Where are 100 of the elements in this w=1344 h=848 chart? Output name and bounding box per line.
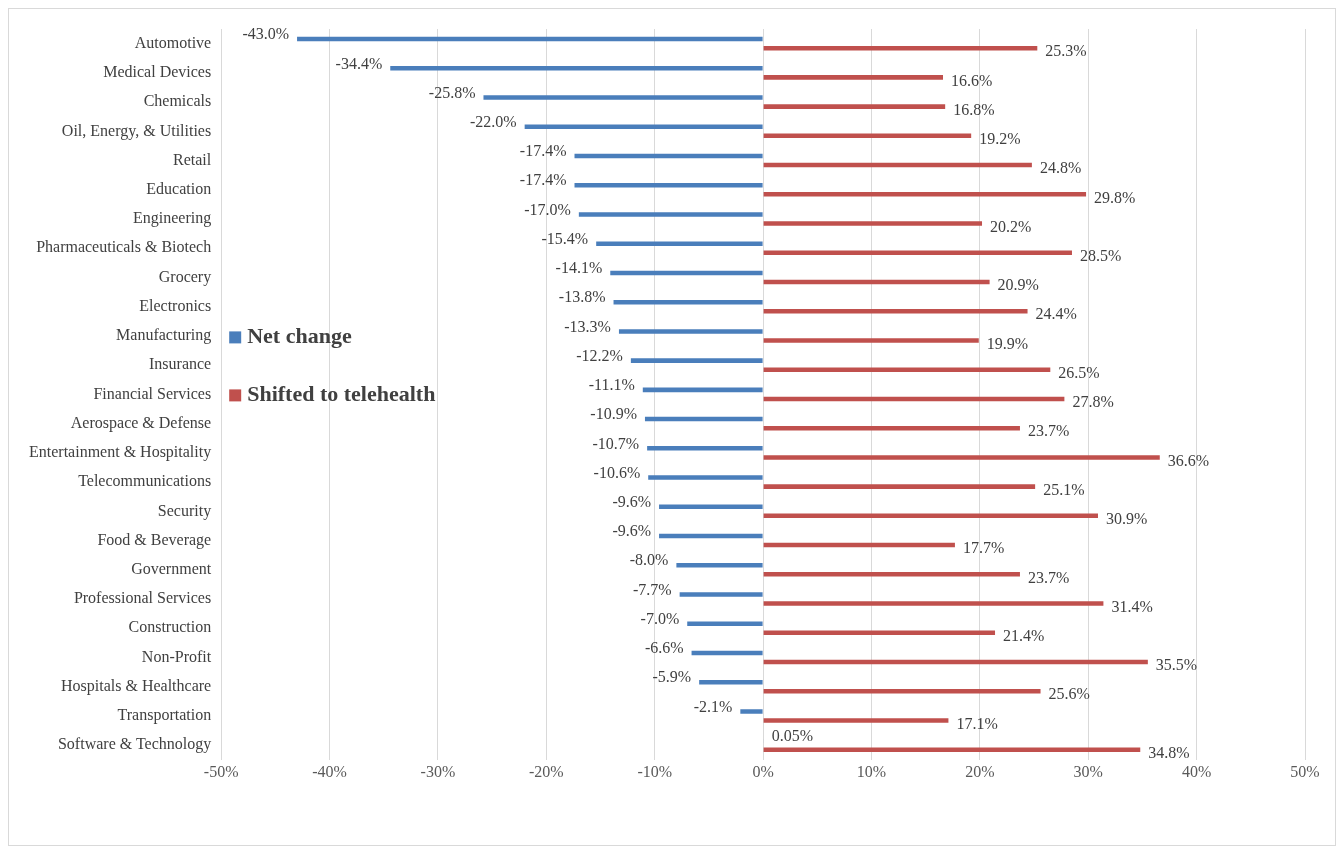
x-tick-label: 50% (1290, 762, 1320, 780)
bar (648, 475, 763, 480)
y-tick-label: Electronics (139, 296, 212, 314)
y-tick-label: Transportation (117, 706, 212, 725)
legend-label: Net change (247, 323, 352, 349)
bar (763, 104, 946, 109)
data-label: -8.0% (629, 551, 669, 569)
y-tick-label: Insurance (149, 355, 212, 373)
data-label: -13.8% (558, 288, 606, 306)
y-tick-label: Automotive (134, 33, 212, 51)
data-label: 35.5% (1155, 656, 1198, 674)
x-tick-label: -10% (637, 762, 673, 780)
data-label: -43.0% (242, 25, 290, 43)
bar (763, 367, 1051, 372)
data-label: 25.3% (1045, 42, 1087, 60)
x-tick-label: 40% (1181, 762, 1212, 780)
bar (676, 563, 763, 568)
data-label: -17.4% (519, 171, 567, 189)
data-label: -10.7% (592, 434, 640, 452)
x-tick-label: -30% (420, 762, 456, 780)
data-label: -14.1% (555, 259, 603, 277)
y-tick-label: Hospitals & Healthcare (61, 676, 212, 695)
bar (763, 601, 1104, 606)
data-label: 36.6% (1167, 451, 1210, 469)
data-label: -34.4% (335, 54, 383, 72)
data-label: 28.5% (1079, 246, 1122, 264)
data-label: 23.7% (1027, 568, 1070, 586)
data-label: -22.0% (470, 112, 517, 130)
bar (574, 182, 763, 188)
data-label: -12.2% (576, 346, 623, 364)
y-tick-label: Manufacturing (116, 326, 212, 345)
y-tick-label: Construction (128, 618, 212, 636)
bar (763, 718, 949, 723)
y-tick-label: Chemicals (143, 92, 212, 110)
data-label: -2.1% (693, 697, 733, 715)
data-label: 19.9% (986, 334, 1029, 352)
data-label: -5.9% (652, 668, 692, 686)
data-label: 30.9% (1105, 510, 1148, 528)
data-label: -10.9% (590, 405, 637, 423)
data-label: -11.1% (588, 376, 635, 394)
y-tick-label: Financial Services (93, 384, 212, 402)
bar (687, 621, 763, 626)
x-tick-label: -40% (312, 762, 347, 780)
bar (763, 221, 983, 226)
bar (679, 592, 763, 597)
y-tick-label: Food & Beverage (97, 530, 212, 549)
data-label: -13.3% (564, 317, 611, 335)
legend-label: Shifted to telehealth (247, 381, 436, 407)
x-tick-label: 0% (752, 762, 774, 780)
data-label: 25.6% (1048, 685, 1090, 703)
y-tick-label: Software & Technology (57, 735, 212, 754)
x-tick-label: 30% (1073, 762, 1103, 780)
y-tick-label: Pharmaceuticals & Biotech (36, 238, 212, 256)
data-label: 0.05% (771, 726, 813, 744)
data-label: 17.7% (962, 539, 1005, 557)
bar (763, 192, 1087, 197)
x-tick-label: -20% (529, 762, 564, 780)
y-tick-label: Telecommunications (78, 472, 212, 490)
bar (763, 455, 1160, 460)
y-tick-label: Professional Services (73, 589, 212, 607)
bar (763, 572, 1020, 577)
data-label: 21.4% (1003, 626, 1045, 644)
bar (390, 66, 763, 71)
y-tick-label: Government (131, 560, 212, 577)
data-label: 16.8% (953, 100, 995, 118)
data-label: -7.7% (632, 580, 672, 598)
data-label: -10.6% (593, 463, 641, 481)
data-label: 25.1% (1043, 480, 1085, 498)
bar (483, 95, 763, 100)
data-label: -7.0% (640, 609, 680, 627)
data-label: -9.6% (612, 493, 652, 510)
y-tick-label: Engineering (132, 209, 212, 228)
data-label: 34.8% (1148, 743, 1190, 761)
y-tick-label: Medical Devices (103, 63, 212, 81)
data-label: -9.6% (612, 522, 652, 540)
y-tick-label: Non-Profit (141, 647, 212, 665)
data-label: 24.4% (1035, 305, 1077, 323)
bar (763, 747, 1141, 752)
data-label: -17.0% (524, 200, 571, 218)
data-label: 16.6% (951, 71, 993, 89)
y-tick-label: Entertainment & Hospitality (29, 443, 212, 462)
bar (763, 484, 1036, 489)
y-tick-label: Security (157, 501, 212, 520)
data-label: 29.8% (1094, 188, 1136, 206)
data-label: -15.4% (541, 229, 589, 247)
y-tick-label: Education (146, 179, 212, 197)
data-label: 17.1% (956, 714, 998, 732)
bar (740, 709, 763, 714)
bar (647, 446, 763, 451)
y-tick-label: Oil, Energy, & Utilities (61, 121, 212, 140)
y-tick-label: Retail (172, 150, 212, 168)
data-label: -6.6% (644, 639, 684, 657)
x-tick-label: 10% (856, 762, 887, 780)
x-tick-label: 20% (965, 762, 995, 780)
x-tick-label: -50% (203, 762, 239, 780)
bar (763, 338, 979, 343)
y-tick-label: Grocery (158, 267, 212, 286)
bar (618, 329, 763, 334)
data-label: 20.2% (990, 217, 1032, 235)
data-label: 23.7% (1027, 422, 1070, 440)
